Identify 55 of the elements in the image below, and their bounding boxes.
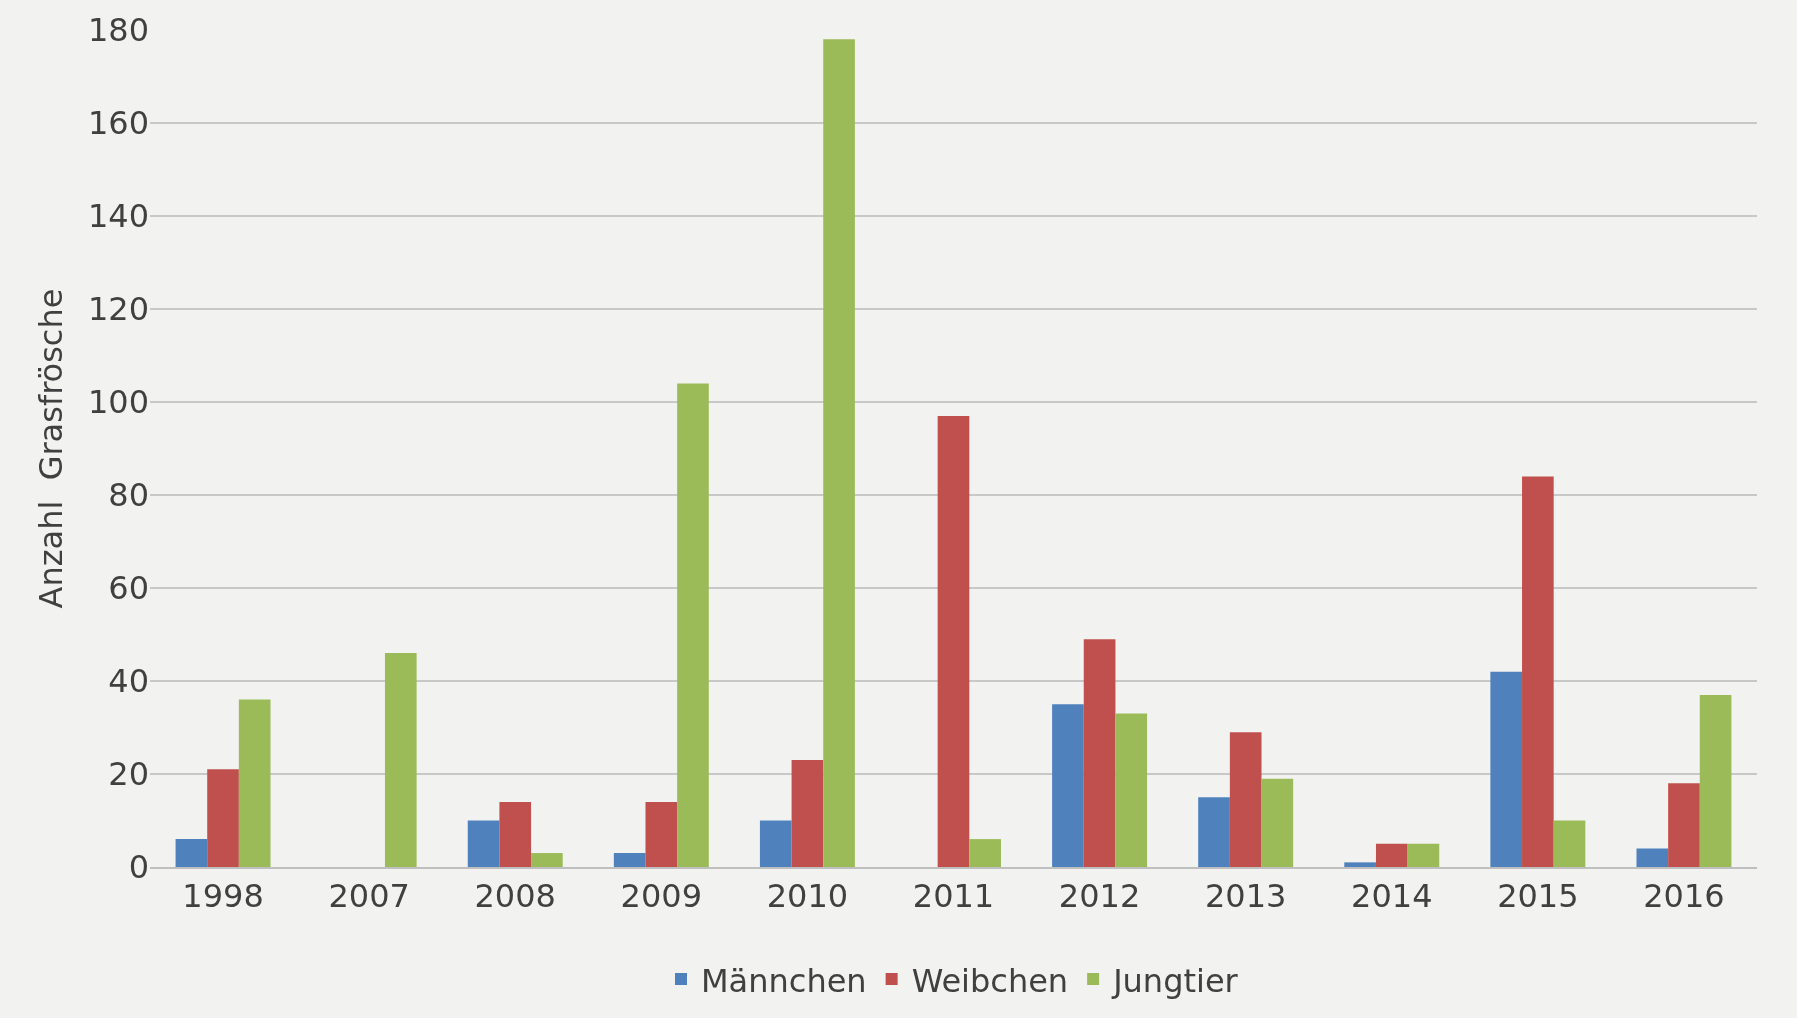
bar	[207, 769, 239, 867]
bar	[1115, 713, 1148, 867]
x-tick-label: 2012	[1058, 877, 1141, 916]
bar	[1344, 862, 1376, 867]
x-tick-label: 2009	[620, 877, 703, 916]
y-tick-label: 80	[108, 476, 149, 515]
y-tick-label: 0	[128, 848, 149, 887]
bar	[1083, 639, 1116, 867]
bar	[1636, 848, 1669, 867]
legend-label: Weibchen	[911, 961, 1069, 1000]
bar	[645, 801, 678, 867]
x-tick-label: 2015	[1497, 877, 1579, 916]
bar	[1522, 476, 1554, 867]
bar	[499, 801, 532, 867]
legend-label: Jungtier	[1111, 961, 1239, 1000]
y-tick-label: 60	[108, 569, 149, 608]
bar	[1261, 778, 1294, 867]
bar	[1699, 694, 1732, 867]
y-tick-label: 20	[108, 755, 149, 794]
bar	[791, 760, 824, 867]
bar	[677, 383, 709, 867]
x-tick-label: 2013	[1204, 877, 1287, 916]
y-tick-label: 180	[87, 11, 149, 50]
y-tick-label: 160	[87, 104, 149, 143]
y-tick-label: 120	[87, 290, 149, 329]
bar	[1052, 704, 1084, 867]
y-tick-label: 40	[108, 662, 149, 701]
bar	[613, 853, 646, 867]
x-tick-label: 2007	[328, 877, 410, 916]
bar	[1229, 732, 1262, 867]
bar	[969, 839, 1001, 867]
x-tick-label: 2014	[1351, 877, 1433, 916]
bar	[531, 853, 563, 867]
bar	[759, 820, 792, 867]
bar	[1375, 843, 1408, 867]
y-tick-label: 100	[87, 383, 149, 422]
x-tick-label: 1998	[182, 877, 264, 916]
bar	[823, 39, 855, 867]
bar	[1490, 671, 1523, 867]
bar	[1198, 797, 1230, 867]
bar	[467, 820, 500, 867]
x-tick-label: 2010	[766, 877, 849, 916]
bar	[384, 653, 417, 867]
bar	[175, 839, 208, 867]
bar	[238, 699, 271, 867]
bar	[1668, 783, 1700, 867]
legend-label: Männchen	[701, 961, 867, 1000]
x-tick-label: 2008	[474, 877, 556, 916]
bar	[1407, 843, 1440, 867]
y-tick-label: 140	[87, 197, 149, 236]
bar	[937, 415, 970, 867]
y-axis-title: Anzahl Grasfrösche	[32, 288, 71, 609]
x-tick-label: 2016	[1643, 877, 1725, 916]
bar	[1553, 820, 1586, 867]
x-tick-label: 2011	[912, 877, 995, 916]
